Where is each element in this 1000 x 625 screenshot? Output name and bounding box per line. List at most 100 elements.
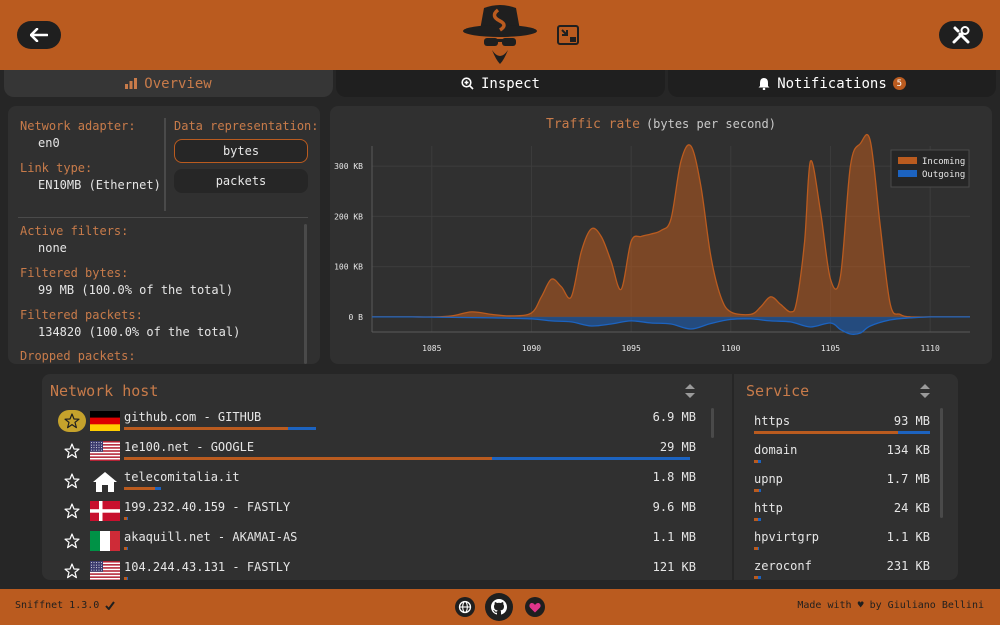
chart-title: Traffic rate (bytes per second) bbox=[546, 117, 776, 132]
outgoing-series-area bbox=[372, 316, 970, 335]
host-value: 6.9 MB bbox=[652, 410, 696, 424]
link-type-value: EN10MB (Ethernet) bbox=[38, 178, 161, 192]
sniffnet-logo-icon bbox=[463, 5, 537, 64]
favorite-star-button[interactable] bbox=[58, 440, 86, 462]
host-scrollbar[interactable] bbox=[711, 408, 714, 438]
tab-overview[interactable]: Overview bbox=[4, 70, 333, 97]
germany-flag-icon bbox=[90, 411, 120, 432]
adapter-value: en0 bbox=[38, 136, 60, 150]
host-name: github.com - GITHUB bbox=[124, 410, 262, 424]
website-button[interactable] bbox=[455, 597, 475, 617]
outgoing-bar bbox=[757, 547, 760, 550]
incoming-bar bbox=[754, 547, 758, 550]
outgoing-series-line bbox=[371, 316, 971, 335]
service-row[interactable]: domain 134 KB bbox=[754, 441, 930, 469]
host-traffic-bar bbox=[124, 487, 161, 490]
host-row[interactable]: 104.244.43.131 - FASTLY 121 KB bbox=[56, 558, 696, 580]
outgoing-bar bbox=[898, 431, 930, 434]
legend-label: Incoming bbox=[922, 157, 965, 167]
usa-flag-icon bbox=[90, 441, 120, 461]
legend-label: Outgoing bbox=[922, 170, 965, 180]
service-traffic-bar bbox=[754, 518, 761, 521]
service-name: https bbox=[754, 414, 791, 428]
service-traffic-bar bbox=[754, 489, 762, 492]
service-row[interactable]: upnp 1.7 MB bbox=[754, 470, 930, 498]
packets-button[interactable]: packets bbox=[174, 169, 308, 193]
star-icon bbox=[64, 503, 80, 519]
host-value: 9.6 MB bbox=[652, 500, 696, 514]
heart-icon bbox=[529, 602, 541, 612]
favorite-star-button[interactable] bbox=[58, 470, 86, 492]
incoming-series-line bbox=[372, 133, 971, 318]
compact-mode-icon[interactable] bbox=[556, 24, 580, 46]
legend-swatch bbox=[898, 157, 917, 164]
service-name: domain bbox=[754, 443, 798, 457]
back-button[interactable] bbox=[17, 21, 61, 49]
host-traffic-bar bbox=[124, 427, 317, 430]
filters-label: Active filters: bbox=[20, 224, 129, 238]
sort-icon[interactable] bbox=[919, 383, 931, 399]
service-traffic-bar bbox=[754, 431, 930, 434]
outgoing-bar bbox=[757, 518, 761, 521]
incoming-bar bbox=[124, 487, 156, 490]
favorite-star-button[interactable] bbox=[58, 530, 86, 552]
service-row[interactable]: http 24 KB bbox=[754, 499, 930, 527]
tab-inspect-label: Inspect bbox=[480, 75, 540, 92]
tab-inspect[interactable]: Inspect bbox=[336, 70, 665, 97]
scrollbar[interactable] bbox=[304, 224, 307, 364]
service-row[interactable]: hpvirtgrp 1.1 KB bbox=[754, 528, 930, 556]
host-row[interactable]: 1e100.net - GOOGLE 29 MB bbox=[56, 438, 696, 466]
host-row[interactable]: 199.232.40.159 - FASTLY 9.6 MB bbox=[56, 498, 696, 526]
github-icon bbox=[491, 599, 507, 615]
favorite-star-button[interactable] bbox=[58, 500, 86, 522]
github-button[interactable] bbox=[485, 593, 513, 621]
incoming-bar bbox=[754, 518, 758, 521]
service-title: Service bbox=[746, 382, 810, 400]
host-value: 29 MB bbox=[659, 440, 696, 454]
traffic-chart-panel: Traffic rate (bytes per second) 0 B 100 KB 2… bbox=[330, 106, 992, 364]
tools-icon bbox=[952, 26, 970, 44]
host-row[interactable]: akaquill.net - AKAMAI-AS 1.1 MB bbox=[56, 528, 696, 556]
service-row[interactable]: zeroconf 231 KB bbox=[754, 557, 930, 580]
host-row[interactable]: github.com - GITHUB 6.9 MB bbox=[56, 408, 696, 436]
sort-icon[interactable] bbox=[684, 383, 696, 399]
service-traffic-bar bbox=[754, 576, 761, 579]
x-tick-label: 1090 bbox=[522, 344, 541, 353]
star-icon bbox=[64, 563, 80, 579]
tab-notifications-label: Notifications bbox=[777, 75, 887, 92]
tab-bar: Overview Inspect Notifications 5 bbox=[0, 70, 1000, 97]
tab-notifications[interactable]: Notifications 5 bbox=[668, 70, 996, 97]
filtered-bytes-label: Filtered bytes: bbox=[20, 266, 129, 280]
settings-button[interactable] bbox=[939, 21, 983, 49]
host-value: 121 KB bbox=[652, 560, 696, 574]
incoming-bar bbox=[754, 460, 758, 463]
outgoing-bar bbox=[759, 489, 762, 492]
home-icon bbox=[90, 471, 120, 492]
star-icon bbox=[64, 413, 80, 429]
host-name: akaquill.net - AKAMAI-AS bbox=[124, 530, 298, 544]
host-value: 1.1 MB bbox=[652, 530, 696, 544]
x-tick-label: 1100 bbox=[721, 344, 740, 353]
star-icon bbox=[64, 533, 80, 549]
host-name: telecomitalia.it bbox=[124, 470, 240, 484]
service-row[interactable]: https 93 MB bbox=[754, 412, 930, 440]
incoming-bar bbox=[754, 576, 758, 579]
tab-overview-label: Overview bbox=[144, 75, 212, 92]
x-tick-label: 1085 bbox=[422, 344, 441, 353]
sponsor-button[interactable] bbox=[525, 597, 545, 617]
service-traffic-bar bbox=[754, 460, 761, 463]
service-scrollbar[interactable] bbox=[940, 408, 943, 518]
globe-icon bbox=[458, 600, 472, 614]
service-name: hpvirtgrp bbox=[754, 530, 820, 544]
host-value: 1.8 MB bbox=[652, 470, 696, 484]
host-traffic-bar bbox=[124, 517, 129, 520]
incoming-bar bbox=[124, 577, 127, 580]
favorite-star-button[interactable] bbox=[58, 560, 86, 580]
favorite-star-button[interactable] bbox=[58, 410, 86, 432]
incoming-bar bbox=[124, 457, 492, 460]
bytes-button[interactable]: bytes bbox=[174, 139, 308, 163]
outgoing-bar bbox=[491, 457, 690, 460]
service-value: 231 KB bbox=[886, 559, 930, 573]
host-row[interactable]: telecomitalia.it 1.8 MB bbox=[56, 468, 696, 496]
service-value: 1.7 MB bbox=[886, 472, 930, 486]
